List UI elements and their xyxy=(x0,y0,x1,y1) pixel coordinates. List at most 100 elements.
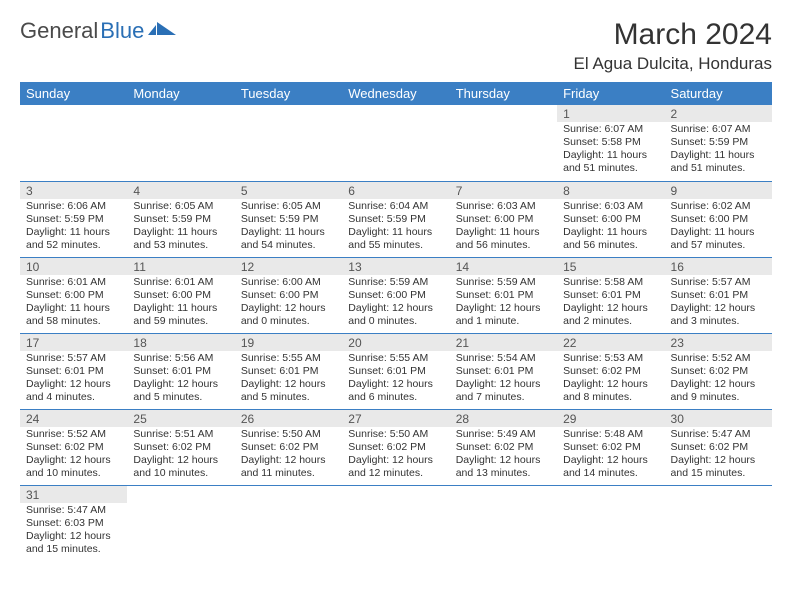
day-number: 12 xyxy=(235,258,342,275)
header: GeneralBlue March 2024 El Agua Dulcita, … xyxy=(20,18,772,74)
day-number: 21 xyxy=(450,334,557,351)
calendar-cell: 3Sunrise: 6:06 AMSunset: 5:59 PMDaylight… xyxy=(20,181,127,257)
calendar-cell: 28Sunrise: 5:49 AMSunset: 6:02 PMDayligh… xyxy=(450,409,557,485)
calendar-row: 17Sunrise: 5:57 AMSunset: 6:01 PMDayligh… xyxy=(20,333,772,409)
calendar-cell: 12Sunrise: 6:00 AMSunset: 6:00 PMDayligh… xyxy=(235,257,342,333)
logo-text-dark: General xyxy=(20,18,98,44)
calendar-row: 3Sunrise: 6:06 AMSunset: 5:59 PMDaylight… xyxy=(20,181,772,257)
day-content: Sunrise: 5:55 AMSunset: 6:01 PMDaylight:… xyxy=(235,351,342,408)
calendar-cell xyxy=(557,485,664,561)
calendar-cell: 25Sunrise: 5:51 AMSunset: 6:02 PMDayligh… xyxy=(127,409,234,485)
day-content: Sunrise: 6:04 AMSunset: 5:59 PMDaylight:… xyxy=(342,199,449,256)
day-number: 24 xyxy=(20,410,127,427)
day-number: 18 xyxy=(127,334,234,351)
day-content: Sunrise: 6:03 AMSunset: 6:00 PMDaylight:… xyxy=(450,199,557,256)
day-number: 16 xyxy=(665,258,772,275)
day-content: Sunrise: 6:07 AMSunset: 5:59 PMDaylight:… xyxy=(665,122,772,179)
day-number: 3 xyxy=(20,182,127,199)
calendar-cell: 30Sunrise: 5:47 AMSunset: 6:02 PMDayligh… xyxy=(665,409,772,485)
day-content: Sunrise: 5:52 AMSunset: 6:02 PMDaylight:… xyxy=(665,351,772,408)
day-content: Sunrise: 5:59 AMSunset: 6:00 PMDaylight:… xyxy=(342,275,449,332)
calendar-cell xyxy=(127,485,234,561)
day-number: 19 xyxy=(235,334,342,351)
day-content: Sunrise: 5:52 AMSunset: 6:02 PMDaylight:… xyxy=(20,427,127,484)
day-content: Sunrise: 5:47 AMSunset: 6:03 PMDaylight:… xyxy=(20,503,127,560)
day-content: Sunrise: 6:06 AMSunset: 5:59 PMDaylight:… xyxy=(20,199,127,256)
day-number: 10 xyxy=(20,258,127,275)
weekday-header: Friday xyxy=(557,82,664,105)
day-number: 28 xyxy=(450,410,557,427)
calendar-row: 1Sunrise: 6:07 AMSunset: 5:58 PMDaylight… xyxy=(20,105,772,181)
calendar-cell: 11Sunrise: 6:01 AMSunset: 6:00 PMDayligh… xyxy=(127,257,234,333)
calendar-row: 10Sunrise: 6:01 AMSunset: 6:00 PMDayligh… xyxy=(20,257,772,333)
day-number: 14 xyxy=(450,258,557,275)
day-number: 15 xyxy=(557,258,664,275)
calendar-cell xyxy=(20,105,127,181)
day-number: 20 xyxy=(342,334,449,351)
day-content: Sunrise: 6:05 AMSunset: 5:59 PMDaylight:… xyxy=(235,199,342,256)
calendar-cell: 19Sunrise: 5:55 AMSunset: 6:01 PMDayligh… xyxy=(235,333,342,409)
month-title: March 2024 xyxy=(574,18,772,52)
calendar-cell: 6Sunrise: 6:04 AMSunset: 5:59 PMDaylight… xyxy=(342,181,449,257)
day-content: Sunrise: 6:01 AMSunset: 6:00 PMDaylight:… xyxy=(127,275,234,332)
calendar-cell: 21Sunrise: 5:54 AMSunset: 6:01 PMDayligh… xyxy=(450,333,557,409)
calendar-cell: 23Sunrise: 5:52 AMSunset: 6:02 PMDayligh… xyxy=(665,333,772,409)
day-number: 17 xyxy=(20,334,127,351)
calendar-cell: 2Sunrise: 6:07 AMSunset: 5:59 PMDaylight… xyxy=(665,105,772,181)
day-number: 4 xyxy=(127,182,234,199)
day-number: 11 xyxy=(127,258,234,275)
title-block: March 2024 El Agua Dulcita, Honduras xyxy=(574,18,772,74)
day-number: 6 xyxy=(342,182,449,199)
calendar-cell xyxy=(235,485,342,561)
calendar-cell xyxy=(450,485,557,561)
calendar-cell xyxy=(450,105,557,181)
weekday-header: Monday xyxy=(127,82,234,105)
calendar-cell xyxy=(342,105,449,181)
weekday-header: Wednesday xyxy=(342,82,449,105)
calendar-table: SundayMondayTuesdayWednesdayThursdayFrid… xyxy=(20,82,772,561)
logo-flag-icon xyxy=(148,19,176,40)
weekday-header: Saturday xyxy=(665,82,772,105)
calendar-cell: 17Sunrise: 5:57 AMSunset: 6:01 PMDayligh… xyxy=(20,333,127,409)
calendar-cell: 31Sunrise: 5:47 AMSunset: 6:03 PMDayligh… xyxy=(20,485,127,561)
calendar-body: 1Sunrise: 6:07 AMSunset: 5:58 PMDaylight… xyxy=(20,105,772,561)
day-number: 27 xyxy=(342,410,449,427)
day-content: Sunrise: 5:53 AMSunset: 6:02 PMDaylight:… xyxy=(557,351,664,408)
weekday-header-row: SundayMondayTuesdayWednesdayThursdayFrid… xyxy=(20,82,772,105)
day-content: Sunrise: 5:47 AMSunset: 6:02 PMDaylight:… xyxy=(665,427,772,484)
calendar-cell: 26Sunrise: 5:50 AMSunset: 6:02 PMDayligh… xyxy=(235,409,342,485)
calendar-cell: 4Sunrise: 6:05 AMSunset: 5:59 PMDaylight… xyxy=(127,181,234,257)
calendar-cell xyxy=(127,105,234,181)
day-number: 23 xyxy=(665,334,772,351)
day-number: 9 xyxy=(665,182,772,199)
calendar-cell: 9Sunrise: 6:02 AMSunset: 6:00 PMDaylight… xyxy=(665,181,772,257)
weekday-header: Thursday xyxy=(450,82,557,105)
calendar-cell: 20Sunrise: 5:55 AMSunset: 6:01 PMDayligh… xyxy=(342,333,449,409)
day-content: Sunrise: 5:51 AMSunset: 6:02 PMDaylight:… xyxy=(127,427,234,484)
day-number: 8 xyxy=(557,182,664,199)
day-number: 29 xyxy=(557,410,664,427)
day-number: 30 xyxy=(665,410,772,427)
day-number: 13 xyxy=(342,258,449,275)
calendar-cell xyxy=(235,105,342,181)
calendar-cell: 5Sunrise: 6:05 AMSunset: 5:59 PMDaylight… xyxy=(235,181,342,257)
calendar-cell: 14Sunrise: 5:59 AMSunset: 6:01 PMDayligh… xyxy=(450,257,557,333)
day-content: Sunrise: 6:00 AMSunset: 6:00 PMDaylight:… xyxy=(235,275,342,332)
day-number: 31 xyxy=(20,486,127,503)
calendar-cell: 10Sunrise: 6:01 AMSunset: 6:00 PMDayligh… xyxy=(20,257,127,333)
calendar-cell: 22Sunrise: 5:53 AMSunset: 6:02 PMDayligh… xyxy=(557,333,664,409)
calendar-cell: 13Sunrise: 5:59 AMSunset: 6:00 PMDayligh… xyxy=(342,257,449,333)
day-content: Sunrise: 6:03 AMSunset: 6:00 PMDaylight:… xyxy=(557,199,664,256)
day-number: 1 xyxy=(557,105,664,122)
day-content: Sunrise: 5:50 AMSunset: 6:02 PMDaylight:… xyxy=(235,427,342,484)
day-content: Sunrise: 5:56 AMSunset: 6:01 PMDaylight:… xyxy=(127,351,234,408)
day-content: Sunrise: 5:55 AMSunset: 6:01 PMDaylight:… xyxy=(342,351,449,408)
day-content: Sunrise: 5:48 AMSunset: 6:02 PMDaylight:… xyxy=(557,427,664,484)
day-content: Sunrise: 5:54 AMSunset: 6:01 PMDaylight:… xyxy=(450,351,557,408)
calendar-cell: 8Sunrise: 6:03 AMSunset: 6:00 PMDaylight… xyxy=(557,181,664,257)
calendar-cell: 24Sunrise: 5:52 AMSunset: 6:02 PMDayligh… xyxy=(20,409,127,485)
day-number: 7 xyxy=(450,182,557,199)
day-number: 26 xyxy=(235,410,342,427)
calendar-row: 24Sunrise: 5:52 AMSunset: 6:02 PMDayligh… xyxy=(20,409,772,485)
calendar-cell xyxy=(665,485,772,561)
